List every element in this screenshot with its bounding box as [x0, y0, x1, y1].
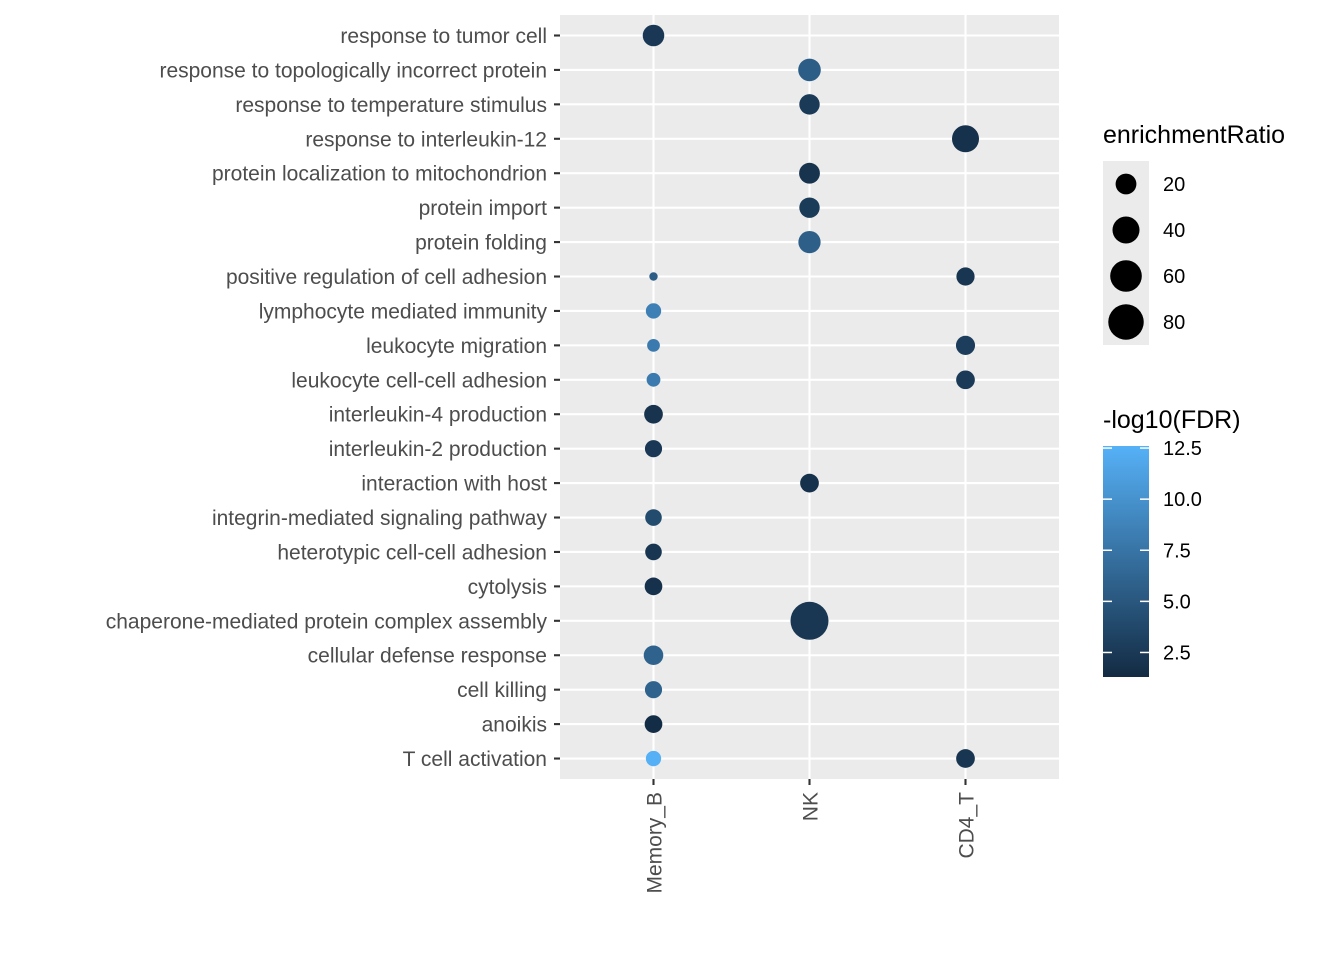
size-legend-key-40	[1112, 216, 1140, 244]
size-legend-label-20: 20	[1163, 174, 1185, 196]
y-tick-label-protein-folding: protein folding	[415, 232, 547, 255]
point-memory-b-cytolysis	[644, 577, 663, 596]
point-memory-b-cellular-defense-response	[643, 645, 664, 666]
point-memory-b-interleukin-2-production	[644, 440, 663, 458]
point-cd4-t-leukocyte-migration	[955, 335, 976, 355]
point-memory-b-response-to-tumor-cell	[642, 24, 665, 47]
point-memory-b-integrin-mediated-signaling-pathway	[645, 509, 662, 526]
y-tick-label-integrin-mediated-signaling-pathway: integrin-mediated signaling pathway	[212, 507, 548, 530]
y-tick-label-response-to-interleukin-12: response to interleukin-12	[305, 128, 547, 151]
y-tick-label-interaction-with-host: interaction with host	[361, 473, 547, 496]
color-legend: -log10(FDR) 12.5 10.0 7.5 5.0 2.5	[1103, 406, 1241, 677]
y-tick-label-interleukin-2-production: interleukin-2 production	[329, 438, 547, 461]
size-legend-key-20	[1115, 173, 1137, 195]
size-legend-key-80	[1108, 304, 1144, 340]
y-tick-label-chaperone-mediated-protein-complex-assembly: chaperone-mediated protein complex assem…	[106, 610, 548, 633]
x-tick-label-cd4-t: CD4_T	[956, 792, 979, 859]
point-memory-b-heterotypic-cell-cell-adhesion	[645, 543, 662, 561]
y-tick-label-protein-localization-to-mitochondrion: protein localization to mitochondrion	[212, 163, 547, 186]
size-legend-label-40: 40	[1163, 220, 1185, 242]
point-nk-protein-folding	[798, 230, 821, 254]
y-tick-label-cellular-defense-response: cellular defense response	[308, 645, 547, 668]
color-legend-label-12-5: 12.5	[1163, 438, 1202, 460]
y-tick-label-response-to-temperature-stimulus: response to temperature stimulus	[235, 94, 547, 117]
point-nk-response-to-topologically-incorrect-protein	[798, 58, 821, 82]
point-cd4-t-leukocyte-cell-cell-adhesion	[956, 370, 975, 390]
y-tick-label-cell-killing: cell killing	[457, 679, 547, 702]
y-tick-label-positive-regulation-of-cell-adhesion: positive regulation of cell adhesion	[226, 266, 547, 289]
y-tick-label-cytolysis: cytolysis	[468, 576, 547, 599]
y-tick-label-heterotypic-cell-cell-adhesion: heterotypic cell-cell adhesion	[277, 541, 547, 564]
point-memory-b-anoikis	[644, 715, 663, 733]
point-nk-protein-import	[799, 197, 820, 218]
color-legend-label-7-5: 7.5	[1163, 540, 1191, 562]
point-memory-b-leukocyte-migration	[647, 338, 660, 352]
point-memory-b-positive-regulation-of-cell-adhesion	[649, 272, 658, 281]
point-nk-response-to-temperature-stimulus	[799, 94, 820, 115]
y-tick-label-leukocyte-migration: leukocyte migration	[366, 335, 547, 358]
size-legend-label-80: 80	[1163, 312, 1185, 334]
grid-lines	[560, 15, 1059, 779]
point-nk-protein-localization-to-mitochondrion	[799, 162, 820, 184]
point-cd4-t-positive-regulation-of-cell-adhesion	[956, 267, 975, 286]
y-tick-label-response-to-topologically-incorrect-protein: response to topologically incorrect prot…	[159, 59, 547, 82]
y-tick-label-leukocyte-cell-cell-adhesion: leukocyte cell-cell adhesion	[291, 369, 547, 392]
point-memory-b-lymphocyte-mediated-immunity	[645, 303, 662, 319]
y-tick-label-lymphocyte-mediated-immunity: lymphocyte mediated immunity	[259, 300, 548, 323]
x-axis: Memory_B NK CD4_T	[644, 779, 979, 894]
point-cd4-t-t-cell-activation	[956, 749, 975, 768]
color-legend-label-10-0: 10.0	[1163, 489, 1202, 511]
y-tick-label-anoikis: anoikis	[482, 714, 547, 737]
color-legend-label-2-5: 2.5	[1163, 642, 1191, 664]
color-legend-label-5-0: 5.0	[1163, 591, 1191, 613]
point-memory-b-leukocyte-cell-cell-adhesion	[646, 372, 661, 387]
y-tick-label-t-cell-activation: T cell activation	[403, 748, 547, 771]
y-tick-label-protein-import: protein import	[419, 197, 548, 220]
size-legend-label-60: 60	[1163, 266, 1185, 288]
size-legend-key-60	[1110, 260, 1142, 292]
point-memory-b-t-cell-activation	[645, 750, 662, 767]
color-legend-colorbar	[1103, 446, 1149, 677]
x-tick-label-nk: NK	[800, 792, 823, 821]
y-axis: response to tumor cell response to topolo…	[106, 25, 560, 771]
point-nk-chaperone-mediated-protein-complex-assembly	[790, 601, 829, 640]
size-legend: enrichmentRatio 20 40 60 80	[1103, 121, 1285, 345]
y-tick-label-interleukin-4-production: interleukin-4 production	[329, 404, 547, 427]
point-memory-b-cell-killing	[644, 681, 663, 699]
data-points	[642, 24, 980, 768]
point-nk-interaction-with-host	[800, 473, 819, 493]
point-cd4-t-response-to-interleukin-12	[951, 125, 980, 153]
point-memory-b-interleukin-4-production	[644, 404, 663, 424]
color-legend-title: -log10(FDR)	[1103, 406, 1241, 434]
x-tick-label-memory-b: Memory_B	[644, 792, 667, 894]
y-tick-label-response-to-tumor-cell: response to tumor cell	[340, 25, 547, 48]
size-legend-title: enrichmentRatio	[1103, 121, 1285, 149]
